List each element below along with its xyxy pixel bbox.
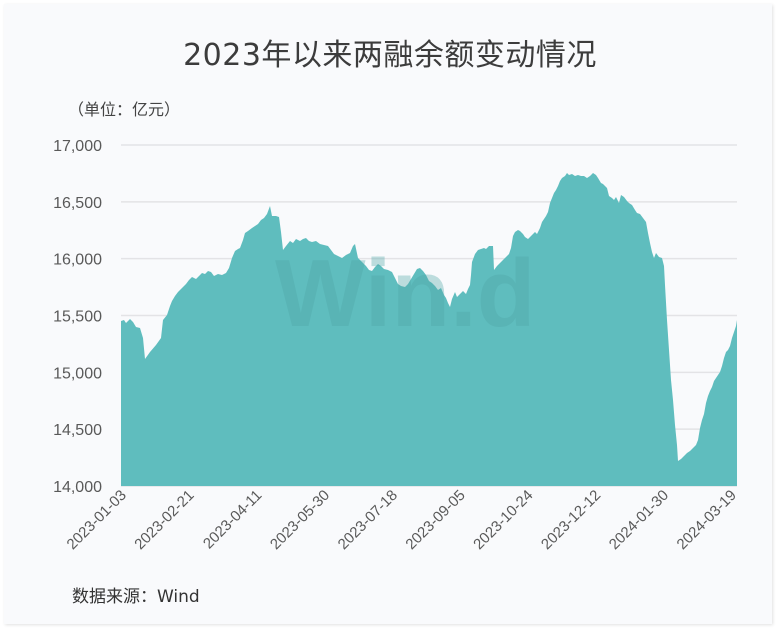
y-tick-label: 16,000 [53,252,102,269]
wind-watermark: Win.d [275,240,535,347]
unit-label: （单位：亿元） [68,100,181,119]
x-tick-label: 2023-04-11 [200,487,265,552]
y-tick-label: 14,000 [53,479,102,496]
x-tick-label: 2023-07-18 [335,487,401,553]
x-tick-label: 2023-02-21 [131,487,197,553]
y-tick-label: 17,000 [53,138,102,155]
source-label: 数据来源：Wind [72,587,200,607]
x-tick-label: 2023-01-03 [64,487,130,553]
x-tick-label: 2023-09-05 [402,487,468,553]
x-tick-label: 2024-01-30 [606,487,672,553]
x-tick-label: 2024-03-19 [674,487,740,553]
x-axis-labels: 2023-01-03 2023-02-21 2023-04-11 2023-05-30… [64,487,740,553]
x-tick-label: 2023-05-30 [267,487,333,553]
y-tick-label: 16,500 [53,195,102,212]
y-tick-label: 15,000 [53,365,102,382]
y-tick-label: 15,500 [53,309,102,326]
y-axis-labels: 14,000 14,500 15,000 15,500 16,000 16,500 17,0… [53,138,102,496]
margin-balance-area [121,173,737,486]
x-tick-label: 2023-10-24 [470,487,536,553]
y-tick-label: 14,500 [53,422,102,439]
chart-title: 2023年以来两融余额变动情况 [183,38,597,73]
x-tick-label: 2023-12-12 [538,487,604,553]
